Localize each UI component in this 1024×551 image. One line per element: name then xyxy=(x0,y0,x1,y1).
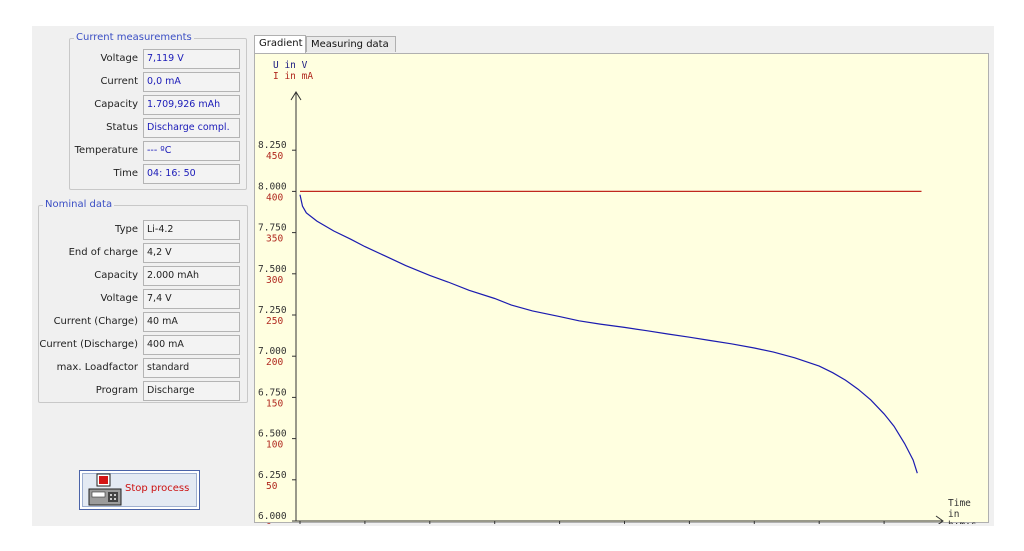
y-tick-label-current: 50 xyxy=(266,481,278,492)
field-value: 4,2 V xyxy=(143,243,240,263)
field-value: --- ºC xyxy=(143,141,240,161)
field-value: 04: 16: 50 xyxy=(143,164,240,184)
data-row: Current 0,0 mA xyxy=(32,72,252,92)
field-label: Type xyxy=(115,224,138,235)
field-value: Li-4.2 xyxy=(143,220,240,240)
y-tick-label-current: 350 xyxy=(266,234,283,245)
y-tick-label-current: 100 xyxy=(266,440,283,451)
data-row: max. Loadfactor standard xyxy=(32,358,252,378)
field-label: Status xyxy=(106,122,138,133)
stop-machine-icon xyxy=(88,473,122,506)
y-tick-label-voltage: 8.250 xyxy=(258,140,287,151)
stop-process-label: Stop process xyxy=(125,483,190,494)
field-label: End of charge xyxy=(68,247,138,258)
y-tick-label-voltage: 7.000 xyxy=(258,346,287,357)
field-value: 400 mA xyxy=(143,335,240,355)
y-tick-label-voltage: 7.750 xyxy=(258,223,287,234)
field-value: 0,0 mA xyxy=(143,72,240,92)
app-window: Current measurements Voltage 7,119 V Curre… xyxy=(32,26,994,526)
y-tick-label-voltage: 8.000 xyxy=(258,181,287,192)
y-tick-label-current: 200 xyxy=(266,357,283,368)
field-label: Current (Charge) xyxy=(53,316,138,327)
field-label: Voltage xyxy=(100,53,138,64)
current-measurements-group: Current measurements xyxy=(69,31,247,190)
nominal-data-group: Nominal data xyxy=(38,198,248,403)
y-axis-title-current: I in mA xyxy=(273,71,313,82)
field-label: Program xyxy=(95,385,138,396)
data-row: End of charge 4,2 V xyxy=(32,243,252,263)
y-tick-label-current: 450 xyxy=(266,151,283,162)
field-label: Capacity xyxy=(94,99,138,110)
y-tick-label-current: 400 xyxy=(266,192,283,203)
data-row: Time 04: 16: 50 xyxy=(32,164,252,184)
field-value: Discharge xyxy=(143,381,240,401)
data-row: Voltage 7,4 V xyxy=(32,289,252,309)
x-axis-arrow xyxy=(935,515,944,524)
y-tick-label-voltage: 6.500 xyxy=(258,429,287,440)
field-label: max. Loadfactor xyxy=(56,362,138,373)
y-tick-label-voltage: 6.250 xyxy=(258,470,287,481)
x-axis-title: in xyxy=(948,509,959,520)
data-row: Capacity 2.000 mAh xyxy=(32,266,252,286)
data-row: Program Discharge xyxy=(32,381,252,401)
y-tick-label-current: 150 xyxy=(266,398,283,409)
y-tick-label-current: 0 xyxy=(266,522,272,524)
tab-measuring-data[interactable]: Measuring data xyxy=(306,36,396,52)
data-row: Type Li-4.2 xyxy=(32,220,252,240)
y-tick-label-voltage: 6.750 xyxy=(258,387,287,398)
field-value: 1.709,926 mAh xyxy=(143,95,240,115)
field-label: Time xyxy=(113,168,138,179)
field-value: 40 mA xyxy=(143,312,240,332)
current-measurements-title: Current measurements xyxy=(74,31,194,45)
tab-gradient[interactable]: Gradient xyxy=(254,35,306,53)
y-tick-label-voltage: 7.500 xyxy=(258,264,287,275)
x-axis-title: Time xyxy=(948,498,971,509)
y-axis-title-voltage: U in V xyxy=(273,60,308,71)
x-axis-title: h:m:s xyxy=(948,520,977,524)
data-row: Voltage 7,119 V xyxy=(32,49,252,69)
data-row: Capacity 1.709,926 mAh xyxy=(32,95,252,115)
y-tick-label-current: 250 xyxy=(266,316,283,327)
field-label: Temperature xyxy=(74,145,138,156)
data-row: Temperature --- ºC xyxy=(32,141,252,161)
y-tick-label-voltage: 7.250 xyxy=(258,305,287,316)
field-value: 2.000 mAh xyxy=(143,266,240,286)
field-label: Capacity xyxy=(94,270,138,281)
field-value: 7,4 V xyxy=(143,289,240,309)
field-value: standard xyxy=(143,358,240,378)
field-label: Current (Discharge) xyxy=(39,339,138,350)
field-label: Voltage xyxy=(100,293,138,304)
data-row: Status Discharge compl. xyxy=(32,118,252,138)
y-axis-arrow xyxy=(290,91,302,101)
y-tick-label-current: 300 xyxy=(266,275,283,286)
stop-process-button[interactable]: Stop process xyxy=(79,470,200,510)
y-tick-label-voltage: 6.000 xyxy=(258,511,287,522)
voltage-series-line xyxy=(299,194,918,474)
field-value: 7,119 V xyxy=(143,49,240,69)
field-value: Discharge compl. xyxy=(143,118,240,138)
data-row: Current (Charge) 40 mA xyxy=(32,312,252,332)
data-row: Current (Discharge) 400 mA xyxy=(32,335,252,355)
nominal-data-title: Nominal data xyxy=(43,198,115,212)
field-label: Current xyxy=(100,76,138,87)
